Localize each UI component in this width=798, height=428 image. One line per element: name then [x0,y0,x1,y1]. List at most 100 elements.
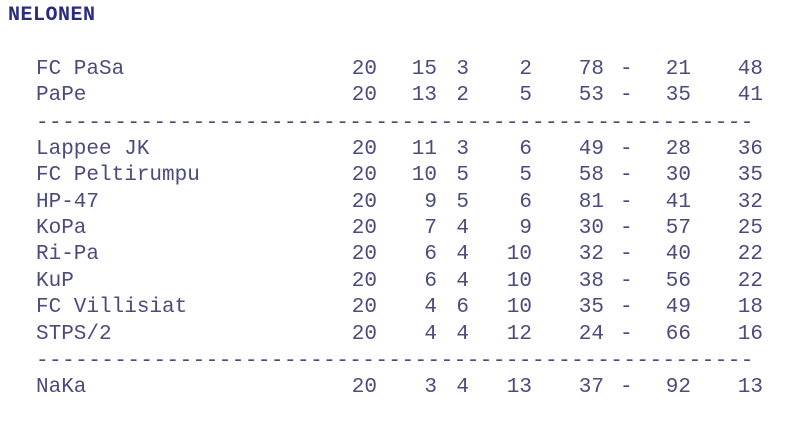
games-played: 20 [351,243,377,267]
draws: 4 [456,322,469,346]
team-name: HP-47 [36,190,100,214]
team-name: Ri-Pa [36,243,100,267]
wins: 9 [424,190,437,214]
table-row: HP-47 20 9 5 6 81 41 32 - [0,190,798,216]
draws: 4 [456,217,469,240]
goal-separator: - [620,58,633,81]
losses: 6 [519,137,532,161]
goal-separator: - [620,164,633,188]
goal-separator: - [620,137,633,161]
divider: ----------------------------------------… [36,350,754,373]
draws: 3 [456,58,469,81]
table-row: Ri-Pa 20 6 4 10 32 40 22 - [0,242,798,268]
table-row: PaPe 20 13 2 5 53 35 41 - [0,83,798,109]
goals-for: 58 [578,164,604,188]
wins: 4 [424,322,437,346]
goals-against: 30 [665,164,691,188]
team-name: STPS/2 [36,322,112,346]
games-played: 20 [351,137,377,161]
losses: 2 [519,58,532,81]
points: 22 [737,269,763,293]
losses: 10 [506,243,532,267]
goals-against: 21 [665,58,691,81]
table-row: NaKa 20 3 4 13 37 92 13 - [0,375,798,401]
draws: 5 [456,164,469,188]
table-row: STPS/2 20 4 4 12 24 66 16 - [0,322,798,348]
points: 32 [737,190,763,214]
divider: ----------------------------------------… [36,111,754,135]
games-played: 20 [351,376,377,399]
wins: 4 [424,296,437,320]
goals-for: 30 [578,217,604,240]
goal-separator: - [620,84,633,108]
losses: 6 [519,190,532,214]
team-name: KoPa [36,217,87,240]
wins: 10 [411,164,437,188]
goals-against: 49 [665,296,691,320]
draws: 5 [456,190,469,214]
goals-for: 37 [578,376,604,399]
goals-against: 57 [665,217,691,240]
points: 18 [737,296,763,320]
team-name: FC Villisiat [36,296,188,320]
games-played: 20 [351,190,377,214]
points: 13 [737,376,763,399]
team-name: NaKa [36,376,87,399]
points: 36 [737,137,763,161]
table-row: FC PaSa 20 15 3 2 78 21 48 - [0,57,798,83]
wins: 15 [411,58,437,81]
goals-for: 49 [578,137,604,161]
goals-against: 41 [665,190,691,214]
goal-separator: - [620,376,633,399]
goal-separator: - [620,322,633,346]
losses: 12 [506,322,532,346]
team-name: FC Peltirumpu [36,164,200,188]
goals-for: 78 [578,58,604,81]
table-row: Lappee JK 20 11 3 6 49 28 36- [0,137,798,163]
draws: 4 [456,243,469,267]
wins: 6 [424,243,437,267]
wins: 3 [424,376,437,399]
goal-separator: - [620,243,633,267]
goal-separator: - [620,217,633,240]
points: 22 [737,243,763,267]
goals-for: 81 [578,190,604,214]
games-played: 20 [351,84,377,108]
games-played: 20 [351,58,377,81]
goal-separator: - [620,190,633,214]
draws: 4 [456,269,469,293]
goals-for: 35 [578,296,604,320]
points: 35 [737,164,763,188]
goals-against: 56 [665,269,691,293]
wins: 7 [424,217,437,240]
table-row: KuP 20 6 4 10 38 56 22 - [0,269,798,295]
goals-against: 28 [665,137,691,161]
team-name: Lappee JK [36,137,150,161]
goals-against: 66 [665,322,691,346]
points: 25 [737,217,763,240]
table-row: KoPa 20 7 4 9 30 57 25 - [0,216,798,242]
page-title: NELONEN [8,4,96,27]
losses: 10 [506,269,532,293]
losses: 5 [519,164,532,188]
losses: 5 [519,84,532,108]
points: 16 [737,322,763,346]
points: 48 [737,58,763,81]
goal-separator: - [620,296,633,320]
wins: 13 [411,84,437,108]
table-row: FC Peltirumpu 20 10 5 5 58 30 35 - [0,163,798,189]
goals-against: 40 [665,243,691,267]
losses: 10 [506,296,532,320]
draws: 4 [456,376,469,399]
games-played: 20 [351,322,377,346]
draws: 3 [456,137,469,161]
games-played: 20 [351,164,377,188]
goals-against: 92 [665,376,691,399]
team-name: FC PaSa [36,58,125,81]
draws: 6 [456,296,469,320]
goals-for: 32 [578,243,604,267]
games-played: 20 [351,269,377,293]
goal-separator: - [620,269,633,293]
table-row: FC Villisiat 20 4 6 10 35 49 18 - [0,295,798,321]
games-played: 20 [351,296,377,320]
